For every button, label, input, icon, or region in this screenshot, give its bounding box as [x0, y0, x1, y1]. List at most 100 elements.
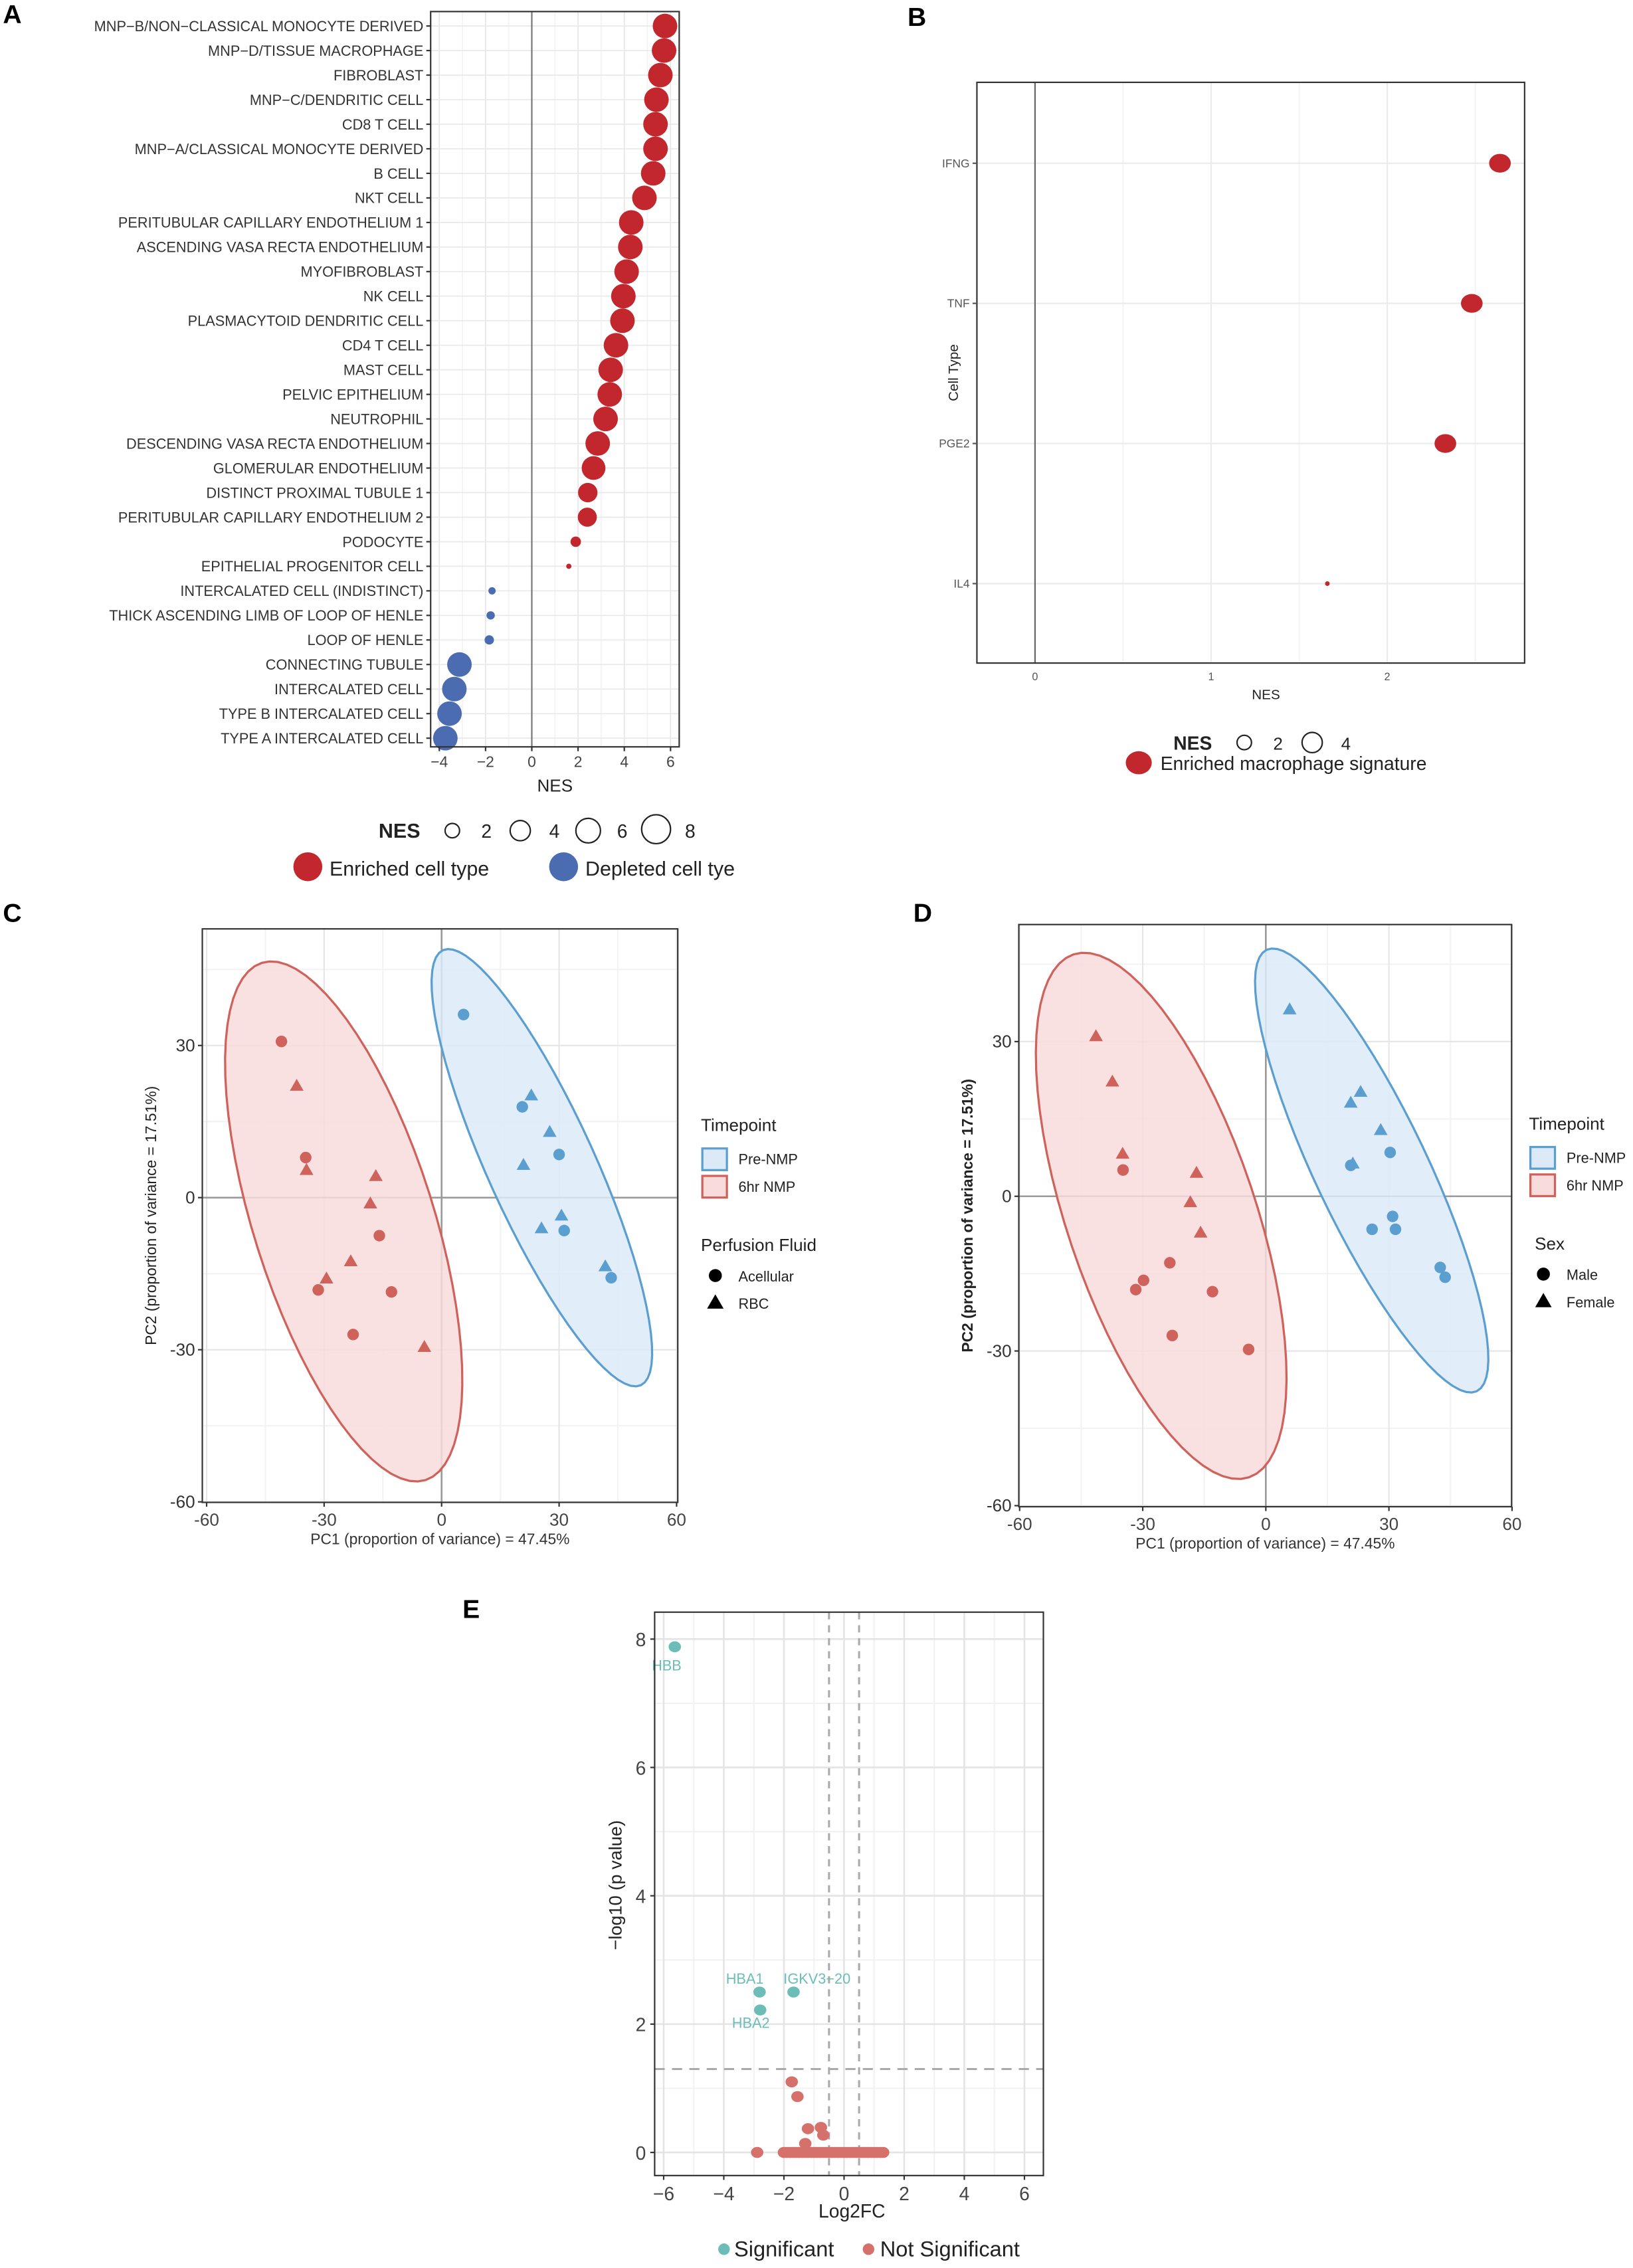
category-label: TYPE B INTERCALATED CELL [219, 706, 424, 722]
size-legend-label: 2 [481, 820, 492, 842]
data-point [643, 112, 668, 137]
legend-swatch [1529, 1145, 1557, 1170]
x-tick-label: 60 [1502, 1514, 1521, 1534]
data-point [1117, 1164, 1129, 1176]
data-point [876, 2146, 890, 2158]
data-point [558, 1224, 570, 1237]
category-label: TYPE A INTERCALATED CELL [221, 730, 423, 747]
data-point [643, 136, 668, 161]
category-label: PGE2 [939, 437, 969, 450]
data-point [593, 407, 618, 432]
x-tick-label: −4 [713, 2183, 734, 2204]
y-tick-label: 2 [636, 2014, 646, 2035]
data-point [516, 1101, 528, 1113]
legend-label: 6hr NMP [1567, 1177, 1624, 1194]
panel-d-pca-plot: -60 -30 0 30 60 30 0 -30 -60 PC1 (proportion of v… [959, 923, 1626, 1552]
legend-triangle-icon [707, 1294, 724, 1309]
gene-label: HBA1 [726, 1970, 764, 1987]
y-tick-label: 6 [636, 1757, 646, 1778]
size-legend-label: 4 [549, 820, 560, 842]
category-label: CD8 T CELL [342, 116, 423, 133]
y-tick-label: 0 [636, 2142, 646, 2164]
data-point [801, 2123, 815, 2134]
data-point [578, 482, 598, 503]
x-tick-label: 6 [666, 753, 675, 771]
plot-frame [654, 1611, 1044, 2176]
category-label: MNP−A/CLASSICAL MONOCYTE DERIVED [135, 141, 424, 157]
data-point [447, 652, 472, 677]
category-label: THICK ASCENDING LIMB OF LOOP OF HENLE [109, 607, 423, 624]
data-point [373, 1230, 385, 1242]
data-point [1129, 1283, 1142, 1295]
data-point [442, 676, 467, 702]
legend-significant-label: Significant [734, 2237, 834, 2261]
category-label: CD4 T CELL [342, 337, 423, 354]
legend-depleted-swatch [549, 852, 579, 882]
x-axis-title: NES [1252, 687, 1280, 702]
x-tick-label: −6 [653, 2183, 674, 2204]
y-axis-title: PC2 (proportion of variance = 17.51%) [959, 1079, 976, 1353]
size-legend-circle [640, 814, 672, 845]
data-point [1434, 1262, 1446, 1274]
data-point [751, 2146, 764, 2158]
data-point [605, 1272, 617, 1284]
category-label: PERITUBULAR CAPILLARY ENDOTHELIUM 1 [118, 215, 423, 231]
y-tick-label: 30 [993, 1032, 1012, 1052]
category-label: PELVIC EPITHELIUM [282, 386, 423, 403]
x-tick-label: -60 [1007, 1514, 1032, 1534]
x-axis-title: PC1 (proportion of variance) = 47.45% [1135, 1535, 1394, 1552]
data-point [1345, 1159, 1357, 1171]
data-point [486, 611, 495, 620]
data-point [437, 701, 462, 726]
data-point [1325, 581, 1330, 586]
legend-not-significant-swatch [862, 2243, 875, 2255]
category-label: IL4 [953, 577, 969, 591]
data-point [668, 1641, 682, 1653]
data-point [432, 725, 458, 751]
data-point [581, 456, 606, 480]
data-point [799, 2138, 812, 2149]
data-point [791, 2091, 804, 2103]
panel-e-volcano-plot: HBB HBA1 HBA2 IGKV3−20 −6 −4 −2 0 2 4 6 0 2 4 6 8 Log2FC… [605, 1611, 1044, 2221]
category-label: DISTINCT PROXIMAL TUBULE 1 [206, 484, 423, 501]
plot-frame [430, 11, 680, 748]
panel-label-a: A [3, 1, 21, 29]
data-point [611, 284, 636, 309]
data-point [644, 87, 669, 112]
legend-triangle-icon [1535, 1293, 1552, 1307]
y-tick-label: -30 [170, 1339, 195, 1359]
gene-label: HBB [652, 1657, 682, 1674]
data-point [619, 210, 644, 235]
data-point [312, 1283, 324, 1296]
legend-swatch [1529, 1173, 1557, 1198]
category-label: INTERCALATED CELL [274, 681, 423, 698]
legend-label: Acellular [739, 1268, 794, 1285]
legend-title-shape: Perfusion Fluid [701, 1235, 816, 1255]
size-legend-circle [444, 822, 460, 839]
legend-significant-swatch [718, 2243, 730, 2255]
data-point [543, 1125, 557, 1137]
data-point [1389, 1223, 1402, 1236]
category-label: MNP−B/NON−CLASSICAL MONOCYTE DERIVED [94, 18, 424, 35]
legend-not-significant-label: Not Significant [880, 2237, 1020, 2261]
legend-label: Male [1567, 1267, 1598, 1283]
category-label: EPITHELIAL PROGENITOR CELL [201, 558, 424, 575]
size-legend-circle [509, 820, 531, 842]
data-point [1384, 1147, 1396, 1159]
size-legend-circle [1236, 734, 1252, 751]
data-point [417, 1340, 432, 1353]
data-point [618, 235, 643, 260]
legend-label: Female [1567, 1294, 1614, 1311]
legend-enriched-swatch [293, 852, 323, 882]
panel-label-e: E [462, 1595, 480, 1624]
x-tick-label: 30 [1379, 1514, 1398, 1534]
x-tick-label: 6 [1019, 2183, 1030, 2204]
data-point [300, 1163, 314, 1175]
x-tick-label: 60 [667, 1509, 686, 1529]
plot-frame [976, 81, 1525, 664]
data-point [1164, 1257, 1176, 1269]
data-point [603, 333, 628, 358]
category-label: NEUTROPHIL [330, 411, 423, 427]
category-label: NK CELL [363, 288, 424, 305]
